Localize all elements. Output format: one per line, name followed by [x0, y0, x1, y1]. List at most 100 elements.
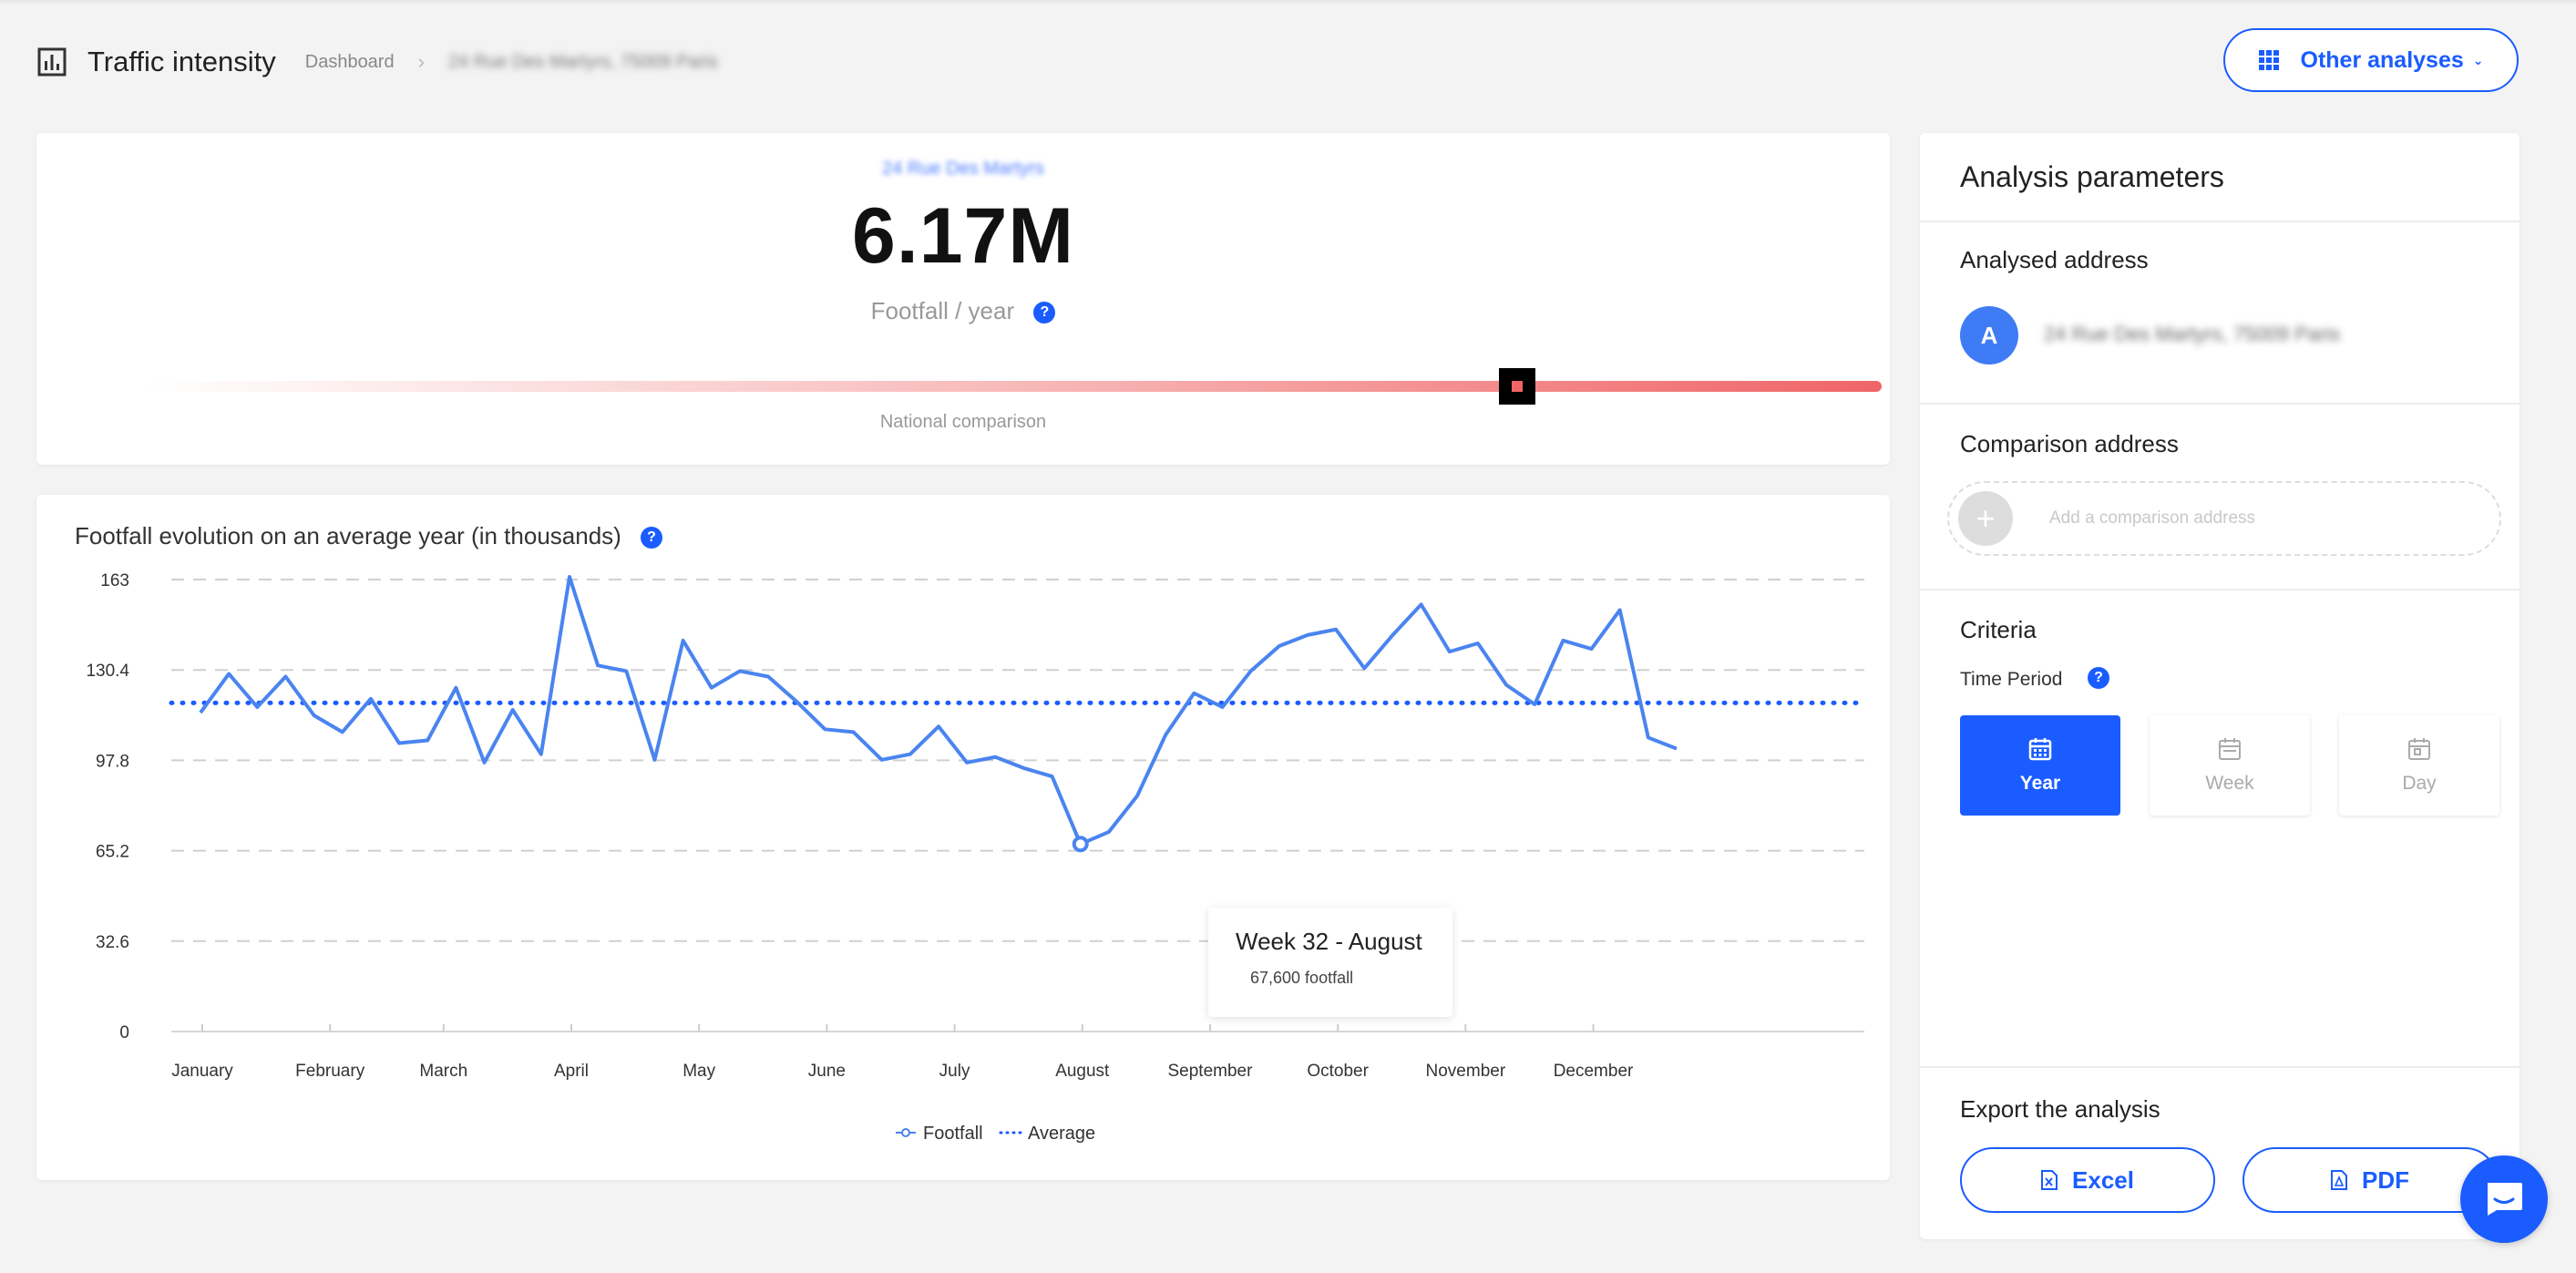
data-point — [1021, 765, 1026, 771]
kpi-label-text: Footfall / year — [870, 297, 1015, 324]
add-comparison-address[interactable]: + Add a comparison address — [1947, 481, 2501, 556]
data-point — [1532, 702, 1537, 707]
data-point — [1191, 691, 1196, 696]
data-point — [1220, 704, 1226, 710]
divider — [1920, 589, 2520, 590]
data-point — [1134, 793, 1140, 798]
y-tick-label: 130.4 — [86, 662, 129, 681]
kpi-address: 24 Rue Des Martyrs — [882, 159, 1044, 179]
chart-title: Footfall evolution on an average year (i… — [75, 522, 663, 550]
plus-icon: + — [1958, 491, 2013, 546]
top-shadow — [0, 0, 2576, 5]
avatar: A — [1960, 306, 2018, 364]
y-tick-label: 65.2 — [96, 843, 129, 862]
data-point — [1390, 632, 1395, 638]
chat-button[interactable] — [2460, 1155, 2548, 1243]
data-point — [226, 671, 231, 676]
x-tick-label: March — [419, 1062, 467, 1081]
period-year-label: Year — [2019, 773, 2061, 794]
data-point — [368, 696, 374, 702]
export-title: Export the analysis — [1960, 1095, 2160, 1123]
x-tick-label: April — [554, 1062, 589, 1081]
criteria-title: Criteria — [1960, 616, 2037, 643]
grid-icon — [2258, 50, 2279, 70]
data-point — [282, 674, 288, 680]
data-point — [539, 752, 544, 757]
x-tick-label: August — [1055, 1062, 1110, 1081]
help-icon[interactable]: ? — [641, 527, 663, 549]
y-tick-label: 97.8 — [96, 752, 129, 771]
data-point — [1617, 607, 1623, 612]
analysed-address-title: Analysed address — [1960, 246, 2149, 273]
data-point — [908, 752, 913, 757]
period-week-button[interactable]: Week — [2150, 715, 2310, 816]
other-analyses-button[interactable]: Other analyses ⌄ — [2223, 28, 2519, 92]
calendar-icon — [2408, 738, 2430, 760]
breadcrumb-dashboard[interactable]: Dashboard — [304, 51, 395, 72]
y-tick-label: 32.6 — [96, 933, 129, 952]
data-point — [1589, 646, 1595, 652]
legend-footfall-marker — [901, 1128, 910, 1137]
period-year-button[interactable]: Year — [1960, 715, 2120, 816]
data-point — [340, 729, 345, 734]
data-point — [681, 638, 686, 643]
x-tick-label: May — [682, 1062, 715, 1081]
data-point — [1419, 601, 1424, 607]
legend-footfall-label: Footfall — [923, 1124, 983, 1144]
data-point — [794, 699, 799, 704]
chevron-down-icon: ⌄ — [2472, 52, 2484, 67]
help-icon[interactable]: ? — [2088, 667, 2109, 689]
x-tick-label: October — [1307, 1062, 1369, 1081]
data-point — [992, 755, 998, 760]
other-analyses-label: Other analyses — [2300, 46, 2464, 73]
data-point — [1333, 627, 1339, 632]
x-tick-label: December — [1554, 1062, 1634, 1081]
tooltip-title: Week 32 - August — [1236, 928, 1422, 955]
time-period-label: Time Period — [1960, 669, 2063, 690]
pdf-file-icon — [2331, 1170, 2347, 1190]
data-point — [198, 710, 203, 715]
data-point — [453, 685, 458, 691]
divider — [1920, 1066, 2520, 1068]
comparison-address-title: Comparison address — [1960, 430, 2179, 457]
data-point — [1248, 668, 1254, 673]
y-tick-label: 163 — [100, 571, 129, 590]
breadcrumb: Dashboard › 24 Rue Des Martyrs, 75009 Pa… — [305, 50, 718, 74]
data-point — [1050, 774, 1055, 779]
data-point — [879, 757, 885, 763]
period-day-button[interactable]: Day — [2339, 715, 2499, 816]
analysed-address: 24 Rue Des Martyrs, 75009 Paris — [2044, 323, 2341, 345]
x-tick-label: July — [939, 1062, 970, 1081]
data-point — [567, 574, 572, 580]
kpi-card: 24 Rue Des Martyrs 6.17M Footfall / year… — [36, 133, 1890, 465]
data-point — [765, 674, 771, 680]
data-point — [851, 729, 857, 734]
gauge-label: National comparison — [879, 412, 1047, 432]
data-point — [1674, 746, 1679, 752]
chart-title-text: Footfall evolution on an average year (i… — [75, 522, 621, 549]
y-tick-label: 0 — [119, 1023, 129, 1042]
data-point — [964, 760, 970, 765]
export-excel-button[interactable]: Excel — [1960, 1147, 2215, 1213]
excel-file-icon — [2041, 1170, 2058, 1190]
data-point — [1560, 638, 1565, 643]
data-point — [254, 704, 260, 710]
x-tick-label: June — [808, 1062, 846, 1081]
page-title: Traffic intensity — [87, 46, 276, 77]
highlight-point — [1072, 836, 1089, 853]
export-pdf-button[interactable]: PDF — [2242, 1147, 2498, 1213]
data-point — [936, 724, 941, 729]
calendar-icon — [2028, 738, 2052, 761]
footfall-line-chart: 163 130.4 97.8 65.2 32.6 0 January February Marc… — [86, 571, 1867, 1144]
data-point — [510, 707, 516, 713]
data-point — [1163, 732, 1168, 737]
help-icon[interactable]: ? — [1033, 302, 1056, 324]
legend-average-label: Average — [1028, 1124, 1095, 1144]
data-point — [312, 713, 317, 718]
chat-icon — [2488, 1183, 2522, 1216]
calendar-icon — [2219, 738, 2241, 760]
data-point — [1447, 649, 1452, 654]
breadcrumb-address: 24 Rue Des Martyrs, 75009 Paris — [447, 51, 718, 72]
comparison-placeholder: Add a comparison address — [2049, 508, 2256, 528]
data-point — [1305, 632, 1310, 638]
